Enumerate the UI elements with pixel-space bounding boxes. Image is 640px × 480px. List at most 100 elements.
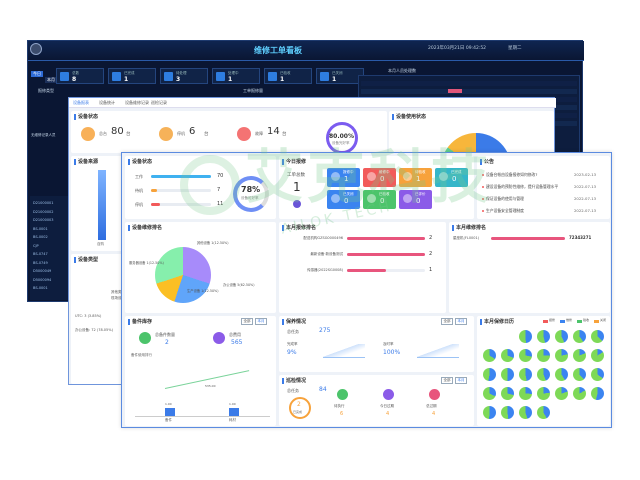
stat-box: 已验收 1 <box>264 68 312 84</box>
chart-bar <box>229 408 239 416</box>
calendar-day <box>591 349 604 362</box>
tab-bar <box>69 98 556 108</box>
title-marker <box>282 225 284 231</box>
row-label: 待机 <box>135 188 143 193</box>
left-panel <box>30 196 68 300</box>
card-title: 本月报修排名 <box>286 225 317 231</box>
rate-label: 设备可好率 <box>241 196 259 200</box>
tile-label: 已评价 <box>415 192 426 196</box>
tab: 全部 <box>241 318 253 325</box>
item-label: 总过期 <box>426 404 437 408</box>
item-value: 6 <box>340 411 344 417</box>
legend-label: 验收 <box>583 318 590 322</box>
parts-card: 备件库存 全部 本月 总备件数量 2 总费用 565 备件使用排行 1.00 535.00 1.00… <box>125 316 276 426</box>
count-value: 80 <box>111 126 124 137</box>
card-title: 设备状态 <box>132 159 153 165</box>
calendar-day <box>519 349 532 362</box>
count-icon <box>237 127 251 141</box>
maint-card: 保养情况 全部 本月 总任务 275 完成率 9% 及时率 100% <box>279 316 474 372</box>
row-bar <box>151 203 161 206</box>
source-bar-label: 自购 <box>97 242 104 246</box>
calendar-day <box>573 387 586 400</box>
notice-text: 建设设备的预防性维修，提升设备管理水平 <box>486 184 559 189</box>
sparkline <box>417 344 459 358</box>
chart-value: 1.00 <box>229 402 236 406</box>
card-title: 备件库存 <box>132 319 153 325</box>
legend-label: 报修 <box>549 318 556 322</box>
legend-swatch <box>594 320 599 323</box>
calendar-day <box>501 349 514 362</box>
card-title: 本月维修排名 <box>456 225 487 231</box>
title-marker <box>74 257 76 263</box>
tile: 已关闭 0 <box>327 190 360 209</box>
done-label: 已完成 <box>293 410 303 414</box>
row-label: 停机 <box>135 202 143 207</box>
pie-label: 其他设备 1(12.50%) <box>197 241 229 245</box>
notice-card: 公告 设备台帐由设备报修如何修改? 2023-02-13 建设设备的预防性维修，提升设… <box>477 156 610 219</box>
pie-label: 生产设备 1(12.50%) <box>187 289 219 293</box>
calendar-day <box>537 349 550 362</box>
source-bar <box>98 170 106 240</box>
tab: 全部 <box>441 377 453 384</box>
legend-swatch <box>543 320 548 323</box>
header-bar <box>28 41 584 61</box>
tile-value: 0 <box>452 175 457 183</box>
list-item: BS-0001 <box>33 286 48 290</box>
card-title: 设备维修排名 <box>132 225 163 231</box>
total-label: 总任务 <box>287 329 299 334</box>
row-value: 7 <box>217 187 221 193</box>
stat-label: 已关闭 <box>332 71 343 75</box>
tab: 本月 <box>455 318 467 325</box>
list-item: D21000003 <box>33 218 54 222</box>
title-marker <box>282 159 284 165</box>
calendar-day <box>555 330 568 343</box>
title-marker <box>74 114 76 120</box>
stat-value: 1 <box>228 76 233 83</box>
list-item: D5000049 <box>33 269 52 273</box>
tile-value: 0 <box>380 197 385 205</box>
stat-value: 8 <box>72 76 77 83</box>
tile-label: 维修中 <box>379 170 390 174</box>
calendar-day <box>573 349 586 362</box>
today-card: 今日报修 工单总数 1 报修中 1 维修中 0 待验收 1 已完成 0 已关闭 0 已验收 0 已评价 0 <box>279 156 474 219</box>
list-item: BS-0001 <box>33 226 48 231</box>
tile-value: 0 <box>380 175 385 183</box>
rate-ring <box>233 176 269 212</box>
tile: 待验收 1 <box>399 168 432 187</box>
tile: 报修中 1 <box>327 168 360 187</box>
calendar-day <box>483 368 496 381</box>
calendar-day <box>537 406 550 419</box>
stat-label: 总数 <box>72 71 79 75</box>
tile-value: 1 <box>416 175 421 183</box>
dashboard-title: 维修工单看板 <box>254 46 302 55</box>
tab: 全部 <box>441 318 453 325</box>
notice-date: 2023-02-13 <box>574 172 597 177</box>
status-card: 设备状态 总台 80 台停机 6 台故障 14 台 80.00% 设备完好率 <box>71 111 387 154</box>
section-title: 报修类型 <box>38 88 54 93</box>
month-repair-card: 本月维修排名 星座机(FL0001) 72343271 <box>449 222 610 313</box>
calendar-day <box>555 368 568 381</box>
calendar-day <box>573 330 586 343</box>
item-icon <box>337 389 348 400</box>
count-unit: 台 <box>282 132 287 137</box>
tab: 本月 <box>455 377 467 384</box>
stat-icon <box>60 72 69 81</box>
tile-label: 已验收 <box>379 192 390 196</box>
calendar-day <box>483 387 496 400</box>
bar <box>491 237 565 240</box>
tab: 设备报表 <box>73 100 89 105</box>
axis <box>135 416 270 417</box>
cost-label: 总费用 <box>229 332 241 337</box>
calendar-day <box>519 406 532 419</box>
tile-icon <box>367 194 376 203</box>
list-item: D5000094 <box>33 277 52 282</box>
calendar-day <box>483 349 496 362</box>
calendar-day <box>501 387 514 400</box>
bar-value: 1 <box>429 267 433 273</box>
tile: 已评价 0 <box>399 190 432 209</box>
left-value: 无维修记录人员 <box>31 133 56 137</box>
calendar-day <box>573 368 586 381</box>
rate-label: 设备完好率 <box>332 141 350 145</box>
row-bar <box>151 189 157 192</box>
stat-icon <box>320 72 329 81</box>
